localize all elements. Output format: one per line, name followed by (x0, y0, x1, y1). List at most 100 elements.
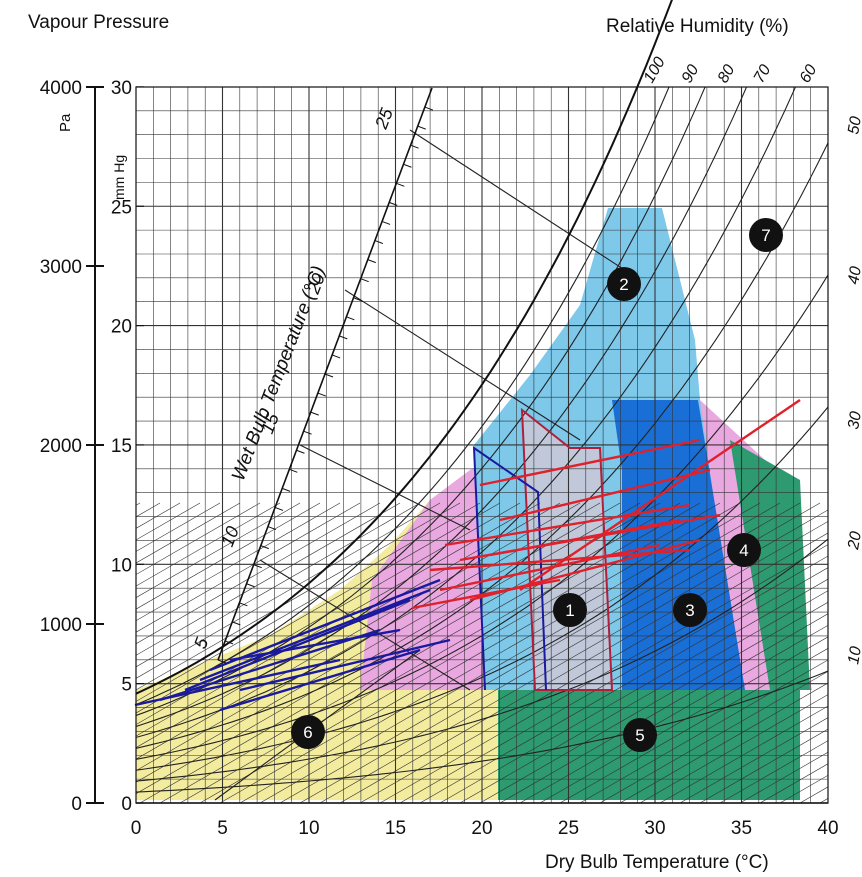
rh-curve (136, 87, 797, 738)
mmhg-tick-label: 25 (111, 197, 132, 218)
grid-diagonal (0, 503, 20, 803)
blue-data-line (239, 638, 451, 692)
wet-bulb-tick (381, 220, 391, 225)
rh-curve (136, 87, 670, 706)
x-tick-label: 30 (644, 818, 665, 839)
red-data-lines (411, 399, 801, 610)
x-tick-label: 25 (558, 818, 579, 839)
grid-diagonal (619, 682, 828, 803)
rh-top-label: 70 (751, 62, 775, 86)
red-data-line (459, 513, 721, 562)
x-tick-label: 0 (131, 818, 142, 839)
grid-diagonal (136, 502, 381, 645)
grid-diagonal (399, 555, 828, 803)
pa-tick-label: 4000 (40, 78, 82, 99)
red-data-line (429, 548, 691, 572)
blue-data-line (184, 598, 411, 692)
wet-bulb-tick (260, 545, 269, 550)
red-data-line (444, 503, 691, 547)
rh-top-label: 100 (641, 54, 669, 86)
wet-bulb-tick (417, 125, 426, 130)
zone-6-label: 6 (303, 723, 312, 742)
grid-diagonal (419, 567, 828, 803)
grid-diagonal (439, 578, 828, 803)
grid-diagonal (136, 502, 141, 506)
pa-tick-label: 1000 (40, 615, 82, 636)
blue-data-line (159, 628, 381, 702)
zone-1-outline (520, 407, 614, 691)
mmhg-tick-label: 30 (111, 78, 132, 99)
x-tick-label: 15 (385, 818, 406, 839)
zone-outlines (472, 407, 614, 691)
wet-bulb-line (259, 559, 471, 691)
pa-axis-ticks: 0 1000 2000 3000 4000 (40, 78, 104, 815)
grid-diagonal (179, 502, 701, 803)
grid-diagonal (0, 503, 120, 803)
relative-humidity-label: Relative Humidity (%) (606, 16, 789, 37)
wet-bulb-tick (353, 297, 362, 302)
wet-bulb-tick (224, 640, 234, 645)
x-tick-label: 40 (817, 818, 838, 839)
red-data-line (411, 578, 561, 610)
grid-diagonal (279, 502, 801, 803)
mmhg-tick-label: 0 (121, 794, 132, 815)
rh-top-label: 60 (797, 62, 821, 86)
zone-2-label: 2 (619, 275, 628, 294)
blue-data-line (209, 578, 441, 672)
comfort-zones (136, 208, 812, 800)
wet-bulb-tick (282, 487, 291, 492)
grid-diagonal (136, 502, 621, 783)
grid-diagonal (639, 694, 828, 803)
grid-diagonal (0, 503, 60, 803)
grid-diagonal (559, 648, 828, 803)
grid-diagonal (519, 624, 828, 803)
zone-1-marker (553, 593, 587, 627)
wet-bulb-tick (331, 354, 341, 359)
grid-diagonal (539, 636, 828, 803)
blue-data-line (229, 628, 401, 662)
grid-diagonal (579, 659, 828, 803)
wet-bulb-tick (424, 106, 434, 111)
grid-diagonal (136, 502, 261, 575)
wet-bulb-tick (410, 144, 419, 149)
wet-bulb-tick (232, 621, 241, 626)
grid-diagonal (0, 503, 40, 803)
wet-bulb-line (409, 129, 641, 281)
grid-diagonal (199, 502, 721, 803)
wet-bulb-line (344, 289, 581, 441)
grid-diagonal (719, 740, 828, 803)
mmhg-tick-label: 20 (111, 317, 132, 338)
rh-top-label: 90 (679, 62, 703, 86)
grid-diagonal (459, 590, 828, 803)
grid-diagonal (136, 502, 341, 622)
wet-bulb-tick (339, 335, 348, 340)
wet-bulb-tick (396, 182, 405, 187)
grid-diagonal (136, 502, 581, 760)
wet-bulb-tick (324, 373, 334, 378)
x-axis-ticks: 0 5 10 15 20 25 30 35 40 (131, 818, 839, 839)
wet-bulb-tick (274, 506, 284, 511)
zone-6-marker (291, 715, 325, 749)
blue-data-lines (134, 578, 451, 712)
blue-data-line (219, 648, 421, 712)
x-tick-label: 35 (731, 818, 752, 839)
grid-diagonal (479, 601, 828, 803)
zone-5-label: 5 (635, 726, 644, 745)
rh-curve (136, 538, 828, 782)
wet-bulb-line (299, 444, 471, 531)
grid-diagonal (136, 502, 281, 587)
wet-bulb-tick (317, 392, 327, 397)
grid-diagonal (136, 502, 321, 610)
wet-bulb-tick (346, 316, 355, 321)
mmhg-tick-label: 10 (111, 555, 132, 576)
red-data-line (439, 543, 661, 592)
zone-7-label: 7 (761, 226, 770, 245)
pa-tick-label: 2000 (40, 436, 82, 457)
wet-bulb-tick (289, 468, 298, 473)
grid-diagonal (659, 705, 828, 803)
grid-diagonal (699, 728, 828, 803)
red-data-line (479, 438, 701, 487)
saturation-curve (135, 0, 673, 695)
zone-markers: 1 2 3 4 5 6 7 (291, 218, 783, 752)
grid-diagonal (739, 751, 828, 803)
